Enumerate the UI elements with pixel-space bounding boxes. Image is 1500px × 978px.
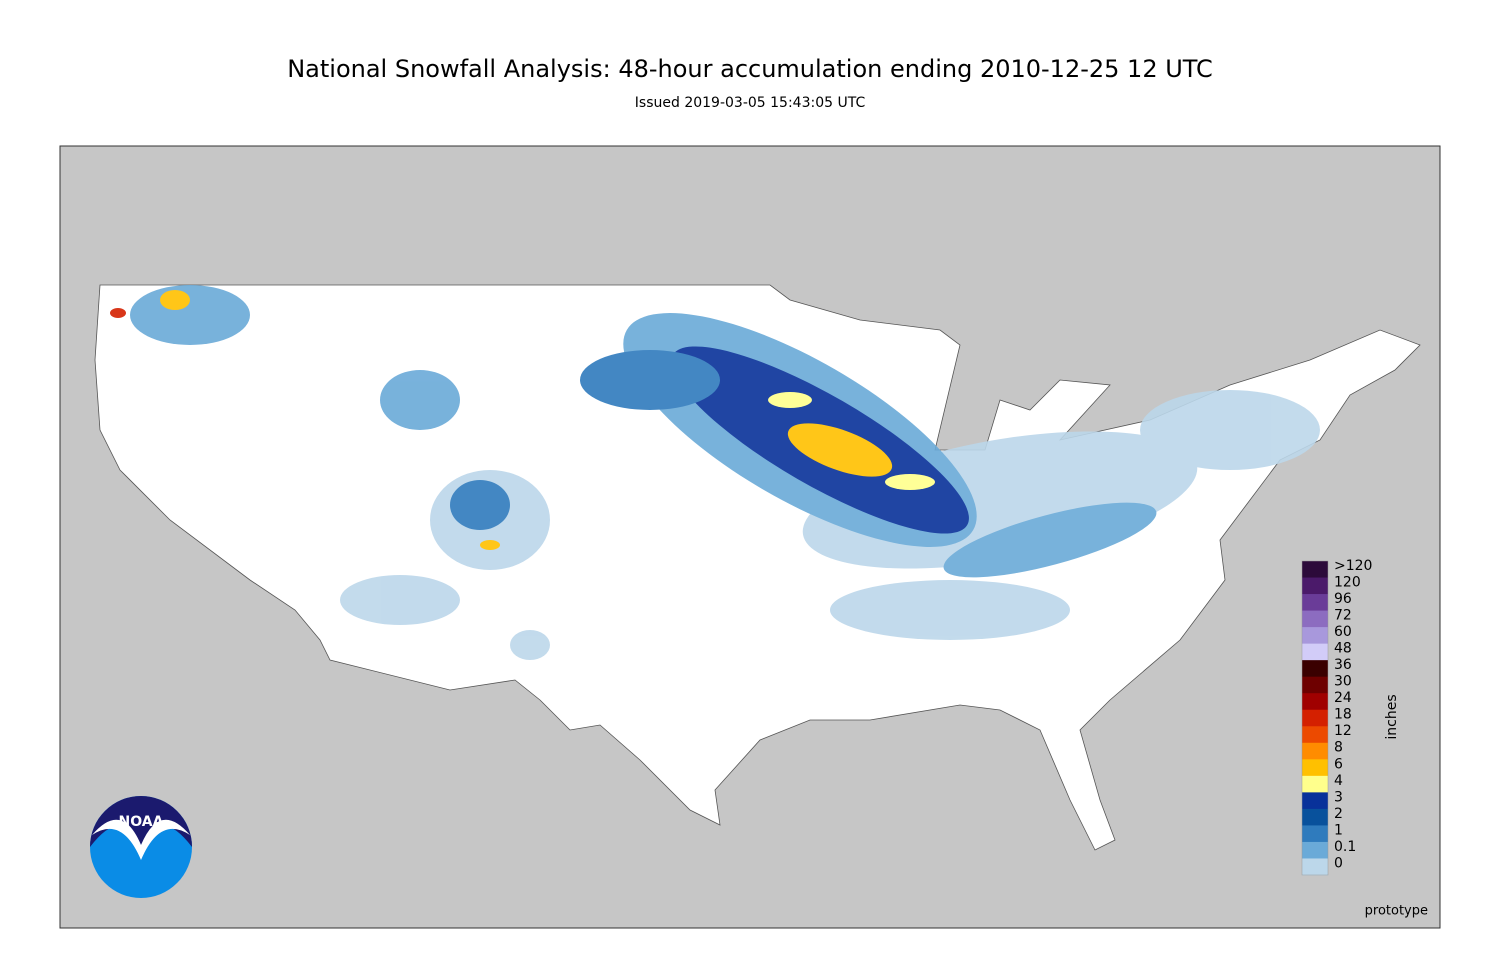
legend-label: 4 xyxy=(1334,773,1343,789)
legend-label: 120 xyxy=(1334,574,1361,590)
legend-swatch xyxy=(1302,709,1328,727)
legend-label: 3 xyxy=(1334,789,1343,805)
legend-swatch xyxy=(1302,775,1328,793)
legend-label: 12 xyxy=(1334,723,1352,739)
legend-swatch xyxy=(1302,841,1328,859)
snow-area xyxy=(885,474,935,490)
legend-label: 72 xyxy=(1334,608,1352,624)
legend-swatch xyxy=(1302,726,1328,744)
legend-swatch xyxy=(1302,808,1328,826)
legend-swatch xyxy=(1302,594,1328,612)
noaa-logo: NOAA xyxy=(90,796,192,898)
legend-swatch xyxy=(1302,676,1328,694)
legend-frame xyxy=(1301,560,1329,876)
snow-area xyxy=(380,370,460,430)
legend-swatch xyxy=(1302,825,1328,843)
legend-label: 0.1 xyxy=(1334,839,1356,855)
legend-label: 30 xyxy=(1334,674,1352,690)
legend-label: 1 xyxy=(1334,822,1343,838)
logo-text: NOAA xyxy=(119,814,164,830)
snow-area xyxy=(1140,390,1320,470)
legend-label: >120 xyxy=(1334,558,1372,574)
legend-unit: inches xyxy=(1384,694,1400,739)
legend-label: 6 xyxy=(1334,756,1343,772)
snow-area xyxy=(480,540,500,550)
snow-area xyxy=(943,502,1157,578)
logo-gull xyxy=(92,819,190,860)
map xyxy=(59,145,1441,929)
legend-swatch xyxy=(1302,577,1328,595)
legend-swatch xyxy=(1302,693,1328,711)
snow-areas xyxy=(110,285,1320,660)
legend-swatch xyxy=(1302,627,1328,645)
snow-area xyxy=(830,580,1070,640)
snow-area xyxy=(160,290,190,310)
legend-swatch xyxy=(1302,858,1328,876)
snow-area xyxy=(130,285,250,345)
legend-swatch xyxy=(1302,742,1328,760)
legend-label: 18 xyxy=(1334,707,1352,723)
snow-area xyxy=(340,575,460,625)
legend-label: 36 xyxy=(1334,657,1352,673)
title: National Snowfall Analysis: 48-hour accu… xyxy=(287,55,1213,83)
snow-area xyxy=(450,480,510,530)
logo-top xyxy=(90,796,192,847)
legend-swatch xyxy=(1302,759,1328,777)
legend-swatch xyxy=(1302,660,1328,678)
subtitle: Issued 2019-03-05 15:43:05 UTC xyxy=(635,95,866,111)
legend-label: 2 xyxy=(1334,806,1343,822)
snow-area xyxy=(110,308,126,318)
legend-label: 60 xyxy=(1334,624,1352,640)
legend-swatch xyxy=(1302,643,1328,661)
legend-swatch xyxy=(1302,610,1328,628)
snow-area xyxy=(580,350,720,410)
snow-area xyxy=(768,392,812,408)
legend-label: 8 xyxy=(1334,740,1343,756)
legend-label: 96 xyxy=(1334,591,1352,607)
snow-area xyxy=(510,630,550,660)
legend-label: 48 xyxy=(1334,641,1352,657)
legend-label: 0 xyxy=(1334,855,1343,871)
footer-note: prototype xyxy=(1365,904,1428,919)
legend-swatch xyxy=(1302,792,1328,810)
snow-area xyxy=(787,423,893,477)
legend-swatch xyxy=(1302,561,1328,579)
legend-label: 24 xyxy=(1334,690,1352,706)
